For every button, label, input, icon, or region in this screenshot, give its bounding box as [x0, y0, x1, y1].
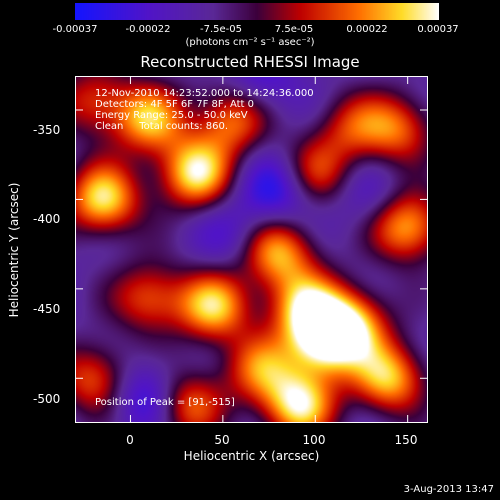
y-tick-label: -400 — [33, 212, 61, 226]
annotation-detectors: Detectors: 4F 5F 6F 7F 8F, Att 0 — [95, 99, 255, 110]
y-tick-label: -350 — [33, 123, 61, 137]
colorbar-tick: -7.5e-05 — [200, 24, 242, 35]
colorbar-tick: 7.5e-05 — [274, 24, 314, 35]
colorbar — [75, 3, 439, 20]
plot-frame — [75, 76, 428, 423]
colorbar-tick: 0.00037 — [417, 24, 459, 35]
annotation-energy: Energy Range: 25.0 - 50.0 keV — [95, 110, 248, 121]
x-axis-label: Heliocentric X (arcsec) — [183, 449, 320, 463]
heatmap-image — [75, 76, 428, 423]
chart-title: Reconstructed RHESSI Image — [140, 53, 360, 71]
axis-ticks — [75, 76, 428, 423]
colorbar-tick: -0.00022 — [125, 24, 171, 35]
y-tick-label: -500 — [33, 392, 61, 406]
plot-area — [75, 76, 428, 423]
x-tick-label: 100 — [302, 433, 326, 447]
x-tick-label: 50 — [214, 433, 230, 447]
annotation-clean: Clean Total counts: 860. — [95, 121, 229, 132]
x-tick-label: 0 — [126, 433, 134, 447]
colorbar-unit: (photons cm⁻² s⁻¹ asec⁻²) — [185, 37, 315, 48]
annotation-peak: Position of Peak = [91,-515] — [95, 397, 235, 408]
annotation-time: 12-Nov-2010 14:23:52.000 to 14:24:36.000 — [95, 88, 314, 99]
timestamp: 3-Aug-2013 13:47 — [403, 484, 494, 495]
y-axis-label: Heliocentric Y (arcsec) — [7, 182, 21, 318]
colorbar-tick: -0.00037 — [52, 24, 98, 35]
x-tick-label: 150 — [394, 433, 418, 447]
y-tick-label: -450 — [33, 302, 61, 316]
colorbar-tick: 0.00022 — [346, 24, 388, 35]
